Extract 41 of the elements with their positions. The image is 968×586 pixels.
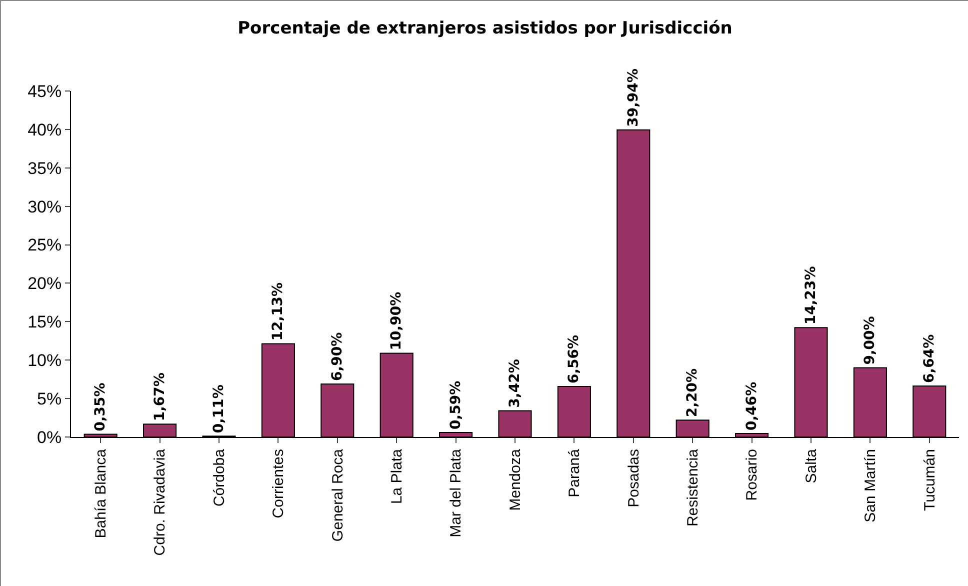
data-label: 0,11%: [211, 384, 227, 434]
x-tick-label: La Plata: [388, 448, 406, 504]
y-tick-label: 40%: [28, 120, 62, 140]
data-label: 0,59%: [448, 380, 464, 430]
y-tick-label: 15%: [28, 312, 62, 332]
x-tick-label: Mar del Plata: [448, 448, 465, 538]
x-tick-label: San Martín: [862, 449, 880, 522]
y-tick-label: 0%: [37, 428, 62, 447]
x-tick-label: Cdro. Rivadavia: [152, 448, 169, 556]
y-tick-label: 20%: [28, 274, 62, 294]
data-label: 6,56%: [566, 334, 582, 384]
y-tick-label: 5%: [37, 390, 62, 409]
y-tick-label: 10%: [28, 351, 62, 370]
y-tick-label: 35%: [28, 158, 62, 178]
x-tick-label: Córdoba: [210, 448, 228, 507]
x-tick-label: Paraná: [566, 448, 584, 498]
data-label: 9,00%: [862, 316, 878, 365]
chart-title: Porcentaje de extranjeros asistidos por Jurisdicción: [238, 18, 732, 38]
x-tick-label: Salta: [802, 448, 820, 484]
x-tick-label: Posadas: [625, 449, 642, 508]
data-label: 6,90%: [329, 332, 346, 381]
x-tick-label: Rosario: [744, 449, 761, 501]
data-label: 14,23%: [803, 266, 819, 325]
data-label: 1,67%: [152, 372, 168, 422]
x-tick-label: Mendoza: [506, 448, 524, 511]
data-label: 0,35%: [92, 382, 109, 432]
data-label: 3,42%: [507, 359, 523, 408]
y-tick-label: 30%: [28, 197, 62, 216]
data-label: 0,46%: [744, 382, 760, 430]
y-tick-label: 25%: [28, 236, 62, 255]
data-label: 6,64%: [921, 334, 938, 383]
x-tick-label: Resistencia: [684, 448, 702, 527]
x-tick-label: Tucumán: [921, 449, 938, 511]
x-tick-label: Bahía Blanca: [92, 448, 110, 538]
data-label: 12,13%: [270, 282, 286, 341]
data-label: 2,20%: [684, 368, 701, 418]
data-label: 10,90%: [388, 292, 405, 350]
data-label: 39,94%: [625, 68, 642, 127]
x-tick-label: General Roca: [329, 448, 346, 542]
x-tick-label: Corrientes: [270, 449, 288, 518]
y-tick-label: 45%: [28, 82, 62, 101]
